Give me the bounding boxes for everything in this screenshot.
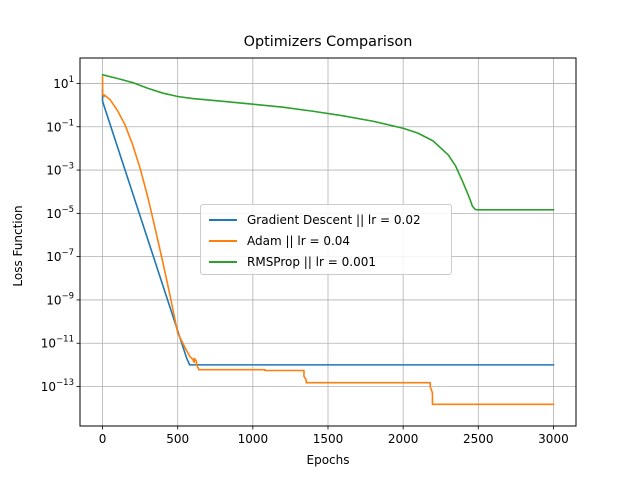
series-line-adam <box>101 76 555 406</box>
y-tick-label: 10−1 <box>46 118 74 134</box>
legend-swatch-rmsprop <box>209 260 237 263</box>
series-line-rmsprop <box>101 73 555 211</box>
y-tick-label: 10−11 <box>41 335 74 351</box>
x-tick-label: 0 <box>99 432 107 446</box>
y-tick-label: 10−5 <box>46 205 74 221</box>
legend-swatch-gradient-descent <box>209 218 237 221</box>
y-tick-label: 10−13 <box>41 378 74 394</box>
x-tick-label: 1500 <box>313 432 344 446</box>
legend-entry-gradient-descent: Gradient Descent || lr = 0.02 <box>209 209 443 230</box>
legend-label-rmsprop: RMSProp || lr = 0.001 <box>247 254 376 269</box>
tick-layer: 0 500 1000 1500 2000 2500 3000 10−13 10−11 10−9 10… <box>41 75 569 446</box>
y-tick-label: 101 <box>53 75 74 91</box>
series-layer <box>101 73 555 406</box>
chart-title: Optimizers Comparison <box>243 34 413 50</box>
y-tick-label: 10−7 <box>46 248 74 264</box>
y-tick-label: 10−3 <box>46 162 74 178</box>
y-tick-label: 10−9 <box>46 291 74 307</box>
legend-entry-rmsprop: RMSProp || lr = 0.001 <box>209 251 443 272</box>
legend-swatch-adam <box>209 239 237 242</box>
x-tick-label: 2500 <box>463 432 494 446</box>
legend: Gradient Descent || lr = 0.02 Adam || lr… <box>200 204 452 275</box>
x-tick-label: 1000 <box>238 432 269 446</box>
legend-label-adam: Adam || lr = 0.04 <box>247 233 351 248</box>
y-axis-label: Loss Function <box>11 205 25 287</box>
x-tick-label: 2000 <box>388 432 419 446</box>
x-axis-label: Epochs <box>306 453 350 467</box>
legend-entry-adam: Adam || lr = 0.04 <box>209 230 443 251</box>
legend-label-gradient-descent: Gradient Descent || lr = 0.02 <box>247 212 421 227</box>
series-line-gradient-descent <box>101 89 555 366</box>
x-tick-label: 3000 <box>538 432 569 446</box>
x-tick-label: 500 <box>166 432 189 446</box>
